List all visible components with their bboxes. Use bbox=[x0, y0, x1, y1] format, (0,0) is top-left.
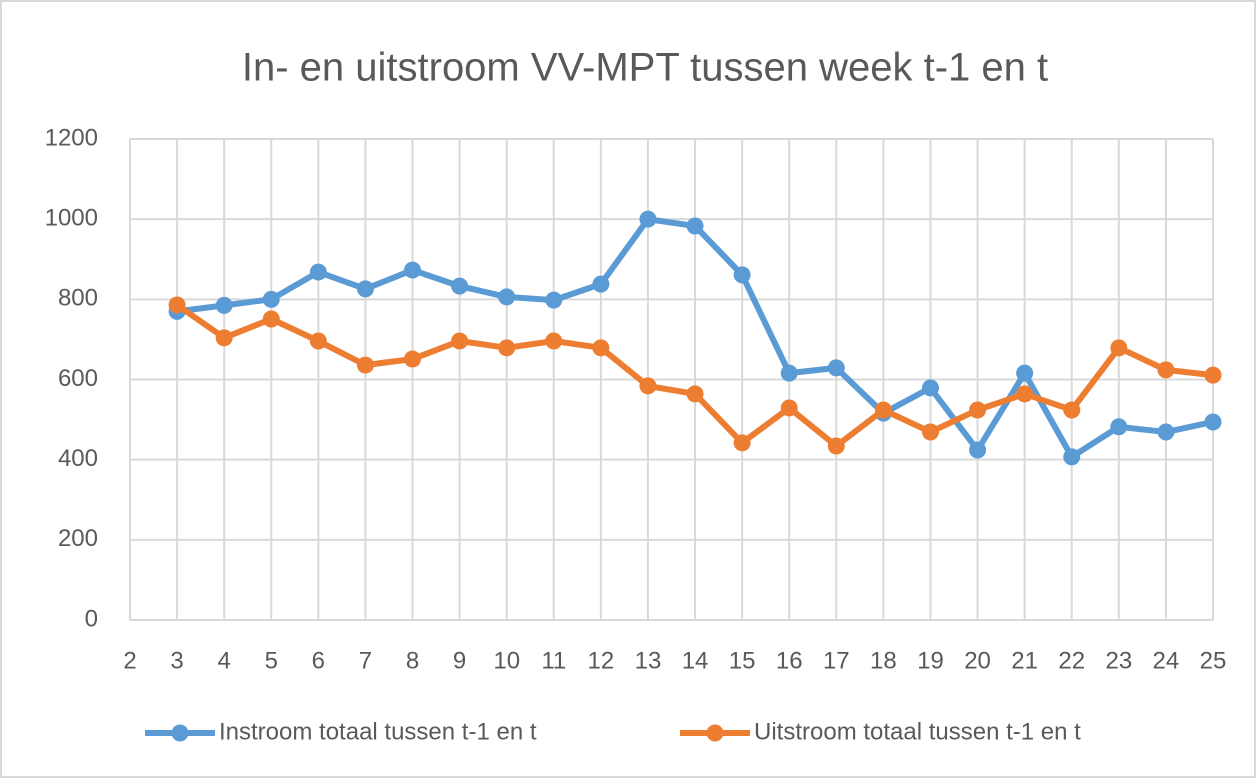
x-tick-label: 13 bbox=[635, 647, 662, 674]
y-tick-label: 1200 bbox=[45, 124, 98, 151]
data-point bbox=[404, 350, 422, 368]
x-tick-label: 4 bbox=[217, 647, 230, 674]
x-tick-label: 10 bbox=[493, 647, 520, 674]
data-point bbox=[545, 291, 563, 309]
data-point bbox=[1110, 418, 1128, 436]
data-point bbox=[545, 332, 563, 350]
x-tick-label: 2 bbox=[123, 647, 136, 674]
x-tick-label: 11 bbox=[541, 647, 566, 674]
y-tick-label: 800 bbox=[58, 285, 98, 312]
data-point bbox=[215, 329, 233, 347]
x-tick-label: 5 bbox=[265, 647, 278, 674]
x-tick-label: 24 bbox=[1153, 647, 1180, 674]
data-point bbox=[827, 359, 845, 377]
x-tick-label: 23 bbox=[1105, 647, 1132, 674]
data-point bbox=[168, 296, 186, 314]
data-point bbox=[639, 377, 657, 395]
x-tick-label: 15 bbox=[729, 647, 756, 674]
y-tick-label: 600 bbox=[58, 365, 98, 392]
x-tick-label: 8 bbox=[406, 647, 419, 674]
legend-label: Uitstroom totaal tussen t-1 en t bbox=[754, 718, 1081, 745]
data-point bbox=[827, 437, 845, 455]
data-point bbox=[1110, 339, 1128, 357]
data-point bbox=[874, 401, 892, 419]
x-tick-label: 6 bbox=[312, 647, 325, 674]
data-point bbox=[1204, 413, 1222, 431]
x-tick-label: 16 bbox=[776, 647, 803, 674]
x-tick-label: 19 bbox=[917, 647, 944, 674]
data-point bbox=[686, 217, 704, 235]
data-point bbox=[1063, 401, 1081, 419]
x-tick-label: 3 bbox=[170, 647, 183, 674]
x-tick-label: 17 bbox=[823, 647, 850, 674]
data-point bbox=[498, 288, 516, 306]
data-point bbox=[1157, 361, 1175, 379]
data-point bbox=[921, 423, 939, 441]
x-tick-label: 18 bbox=[870, 647, 897, 674]
data-point bbox=[733, 266, 751, 284]
x-tick-label: 20 bbox=[964, 647, 991, 674]
data-point bbox=[451, 332, 469, 350]
data-point bbox=[309, 263, 327, 281]
data-point bbox=[592, 275, 610, 293]
y-tick-label: 0 bbox=[85, 605, 98, 632]
data-point bbox=[1157, 423, 1175, 441]
x-tick-label: 21 bbox=[1011, 647, 1038, 674]
data-point bbox=[262, 290, 280, 308]
data-point bbox=[262, 310, 280, 328]
x-tick-label: 7 bbox=[359, 647, 372, 674]
legend-label: Instroom totaal tussen t-1 en t bbox=[219, 718, 537, 745]
data-point bbox=[404, 261, 422, 279]
y-tick-label: 200 bbox=[58, 525, 98, 552]
data-point bbox=[356, 356, 374, 374]
x-tick-label: 12 bbox=[588, 647, 615, 674]
y-tick-label: 400 bbox=[58, 445, 98, 472]
data-point bbox=[780, 364, 798, 382]
data-point bbox=[451, 277, 469, 295]
data-point bbox=[498, 339, 516, 357]
y-tick-label: 1000 bbox=[45, 205, 98, 232]
data-point bbox=[1016, 364, 1034, 382]
x-tick-label: 14 bbox=[682, 647, 709, 674]
data-point bbox=[1063, 448, 1081, 466]
data-point bbox=[686, 385, 704, 403]
data-point bbox=[639, 210, 657, 228]
data-point bbox=[969, 441, 987, 459]
data-point bbox=[356, 280, 374, 298]
legend-marker bbox=[171, 724, 189, 742]
data-point bbox=[1016, 385, 1034, 403]
data-point bbox=[969, 401, 987, 419]
data-point bbox=[592, 339, 610, 357]
data-point bbox=[780, 399, 798, 417]
data-point bbox=[921, 379, 939, 397]
data-point bbox=[215, 296, 233, 314]
data-point bbox=[733, 434, 751, 452]
x-tick-label: 22 bbox=[1058, 647, 1085, 674]
x-tick-label: 25 bbox=[1200, 647, 1227, 674]
data-point bbox=[309, 332, 327, 350]
legend-marker bbox=[706, 724, 724, 742]
data-point bbox=[1204, 366, 1222, 384]
chart-title: In- en uitstroom VV-MPT tussen week t-1 … bbox=[242, 46, 1048, 90]
x-tick-label: 9 bbox=[453, 647, 466, 674]
